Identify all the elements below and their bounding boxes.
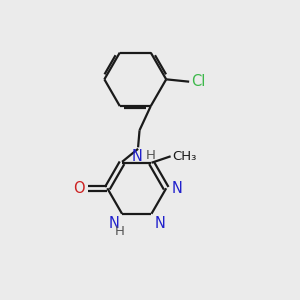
Text: N: N	[172, 181, 182, 196]
Text: Cl: Cl	[190, 74, 205, 89]
Text: N: N	[108, 216, 119, 231]
Text: H: H	[115, 225, 124, 238]
Text: O: O	[73, 181, 85, 196]
Text: H: H	[146, 149, 155, 162]
Text: N: N	[155, 216, 166, 231]
Text: N: N	[131, 149, 142, 164]
Text: CH₃: CH₃	[172, 150, 196, 163]
